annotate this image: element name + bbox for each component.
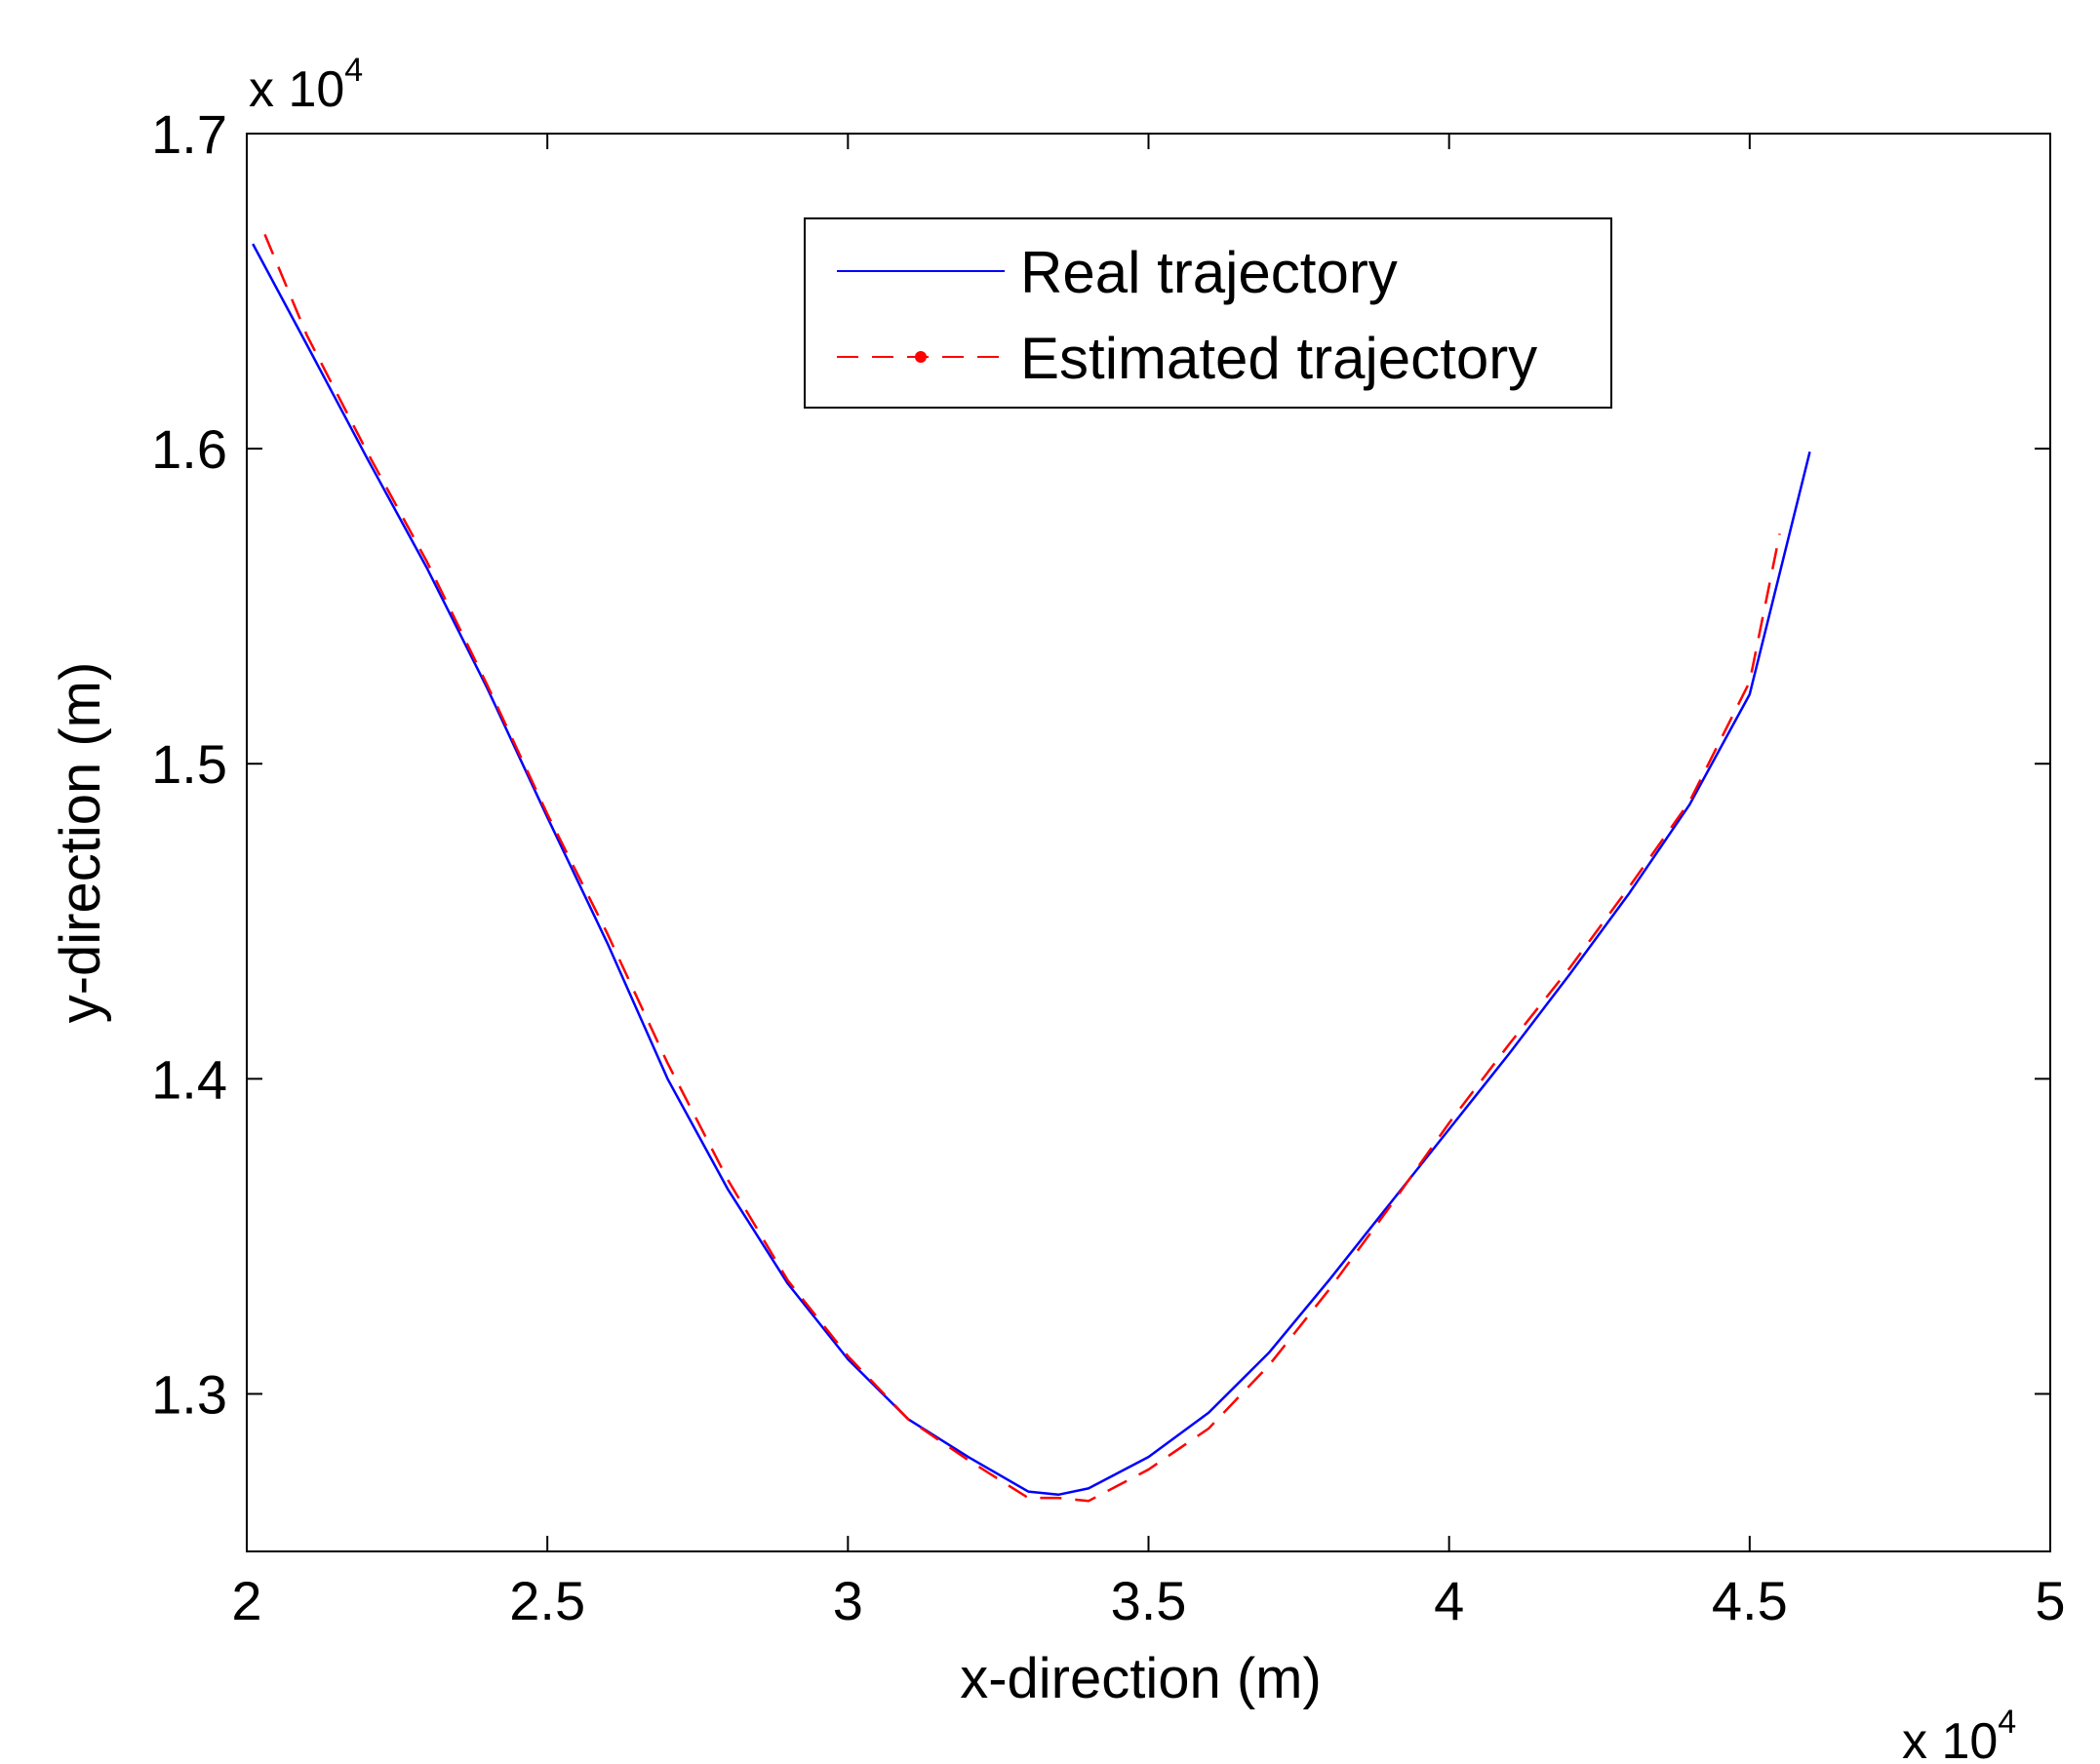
legend-label-estimated: Estimated trajectory: [1020, 326, 1537, 391]
x-tick-label: 2: [231, 1570, 261, 1631]
axis-ticks: 2 2.5 3 3.5 4 4.5 5 1.3 1.4 1.5 1.6 1.7: [151, 103, 2065, 1631]
x-tick-label: 3.5: [1111, 1570, 1187, 1631]
x-tick-label: 2.5: [509, 1570, 585, 1631]
series-line-estimated: [263, 233, 1781, 1503]
legend-box: [804, 217, 1612, 409]
legend-label-real: Real trajectory: [1020, 240, 1398, 305]
y-axis-label: y-direction (m): [49, 662, 112, 1024]
y-tick-label: 1.6: [151, 418, 227, 480]
x-tick-label: 3: [833, 1570, 863, 1631]
legend: Real trajectory Estimated trajectory: [804, 217, 1612, 409]
y-tick-label: 1.5: [151, 733, 227, 795]
y-tick-label: 1.3: [151, 1363, 227, 1425]
y-exponent-power: 4: [344, 52, 363, 89]
x-tick-label: 4.5: [1712, 1570, 1788, 1631]
x-axis-label: x-direction (m): [960, 1647, 1322, 1710]
x-tick-label: 4: [1434, 1570, 1464, 1631]
y-tick-label: 1.4: [151, 1048, 227, 1110]
y-exponent-label: x 104: [249, 52, 363, 118]
y-tick-label: 1.7: [151, 103, 227, 165]
x-exponent-label: x 104: [1902, 1704, 2016, 1764]
x-exponent-base: x 10: [1902, 1713, 1998, 1764]
y-exponent-base: x 10: [249, 61, 344, 118]
series-line-real: [252, 243, 1811, 1497]
x-exponent-power: 4: [1998, 1704, 2016, 1741]
x-tick-label: 5: [2035, 1570, 2065, 1631]
series-layer: [252, 233, 1811, 1503]
legend-marker-estimated: [915, 351, 927, 363]
